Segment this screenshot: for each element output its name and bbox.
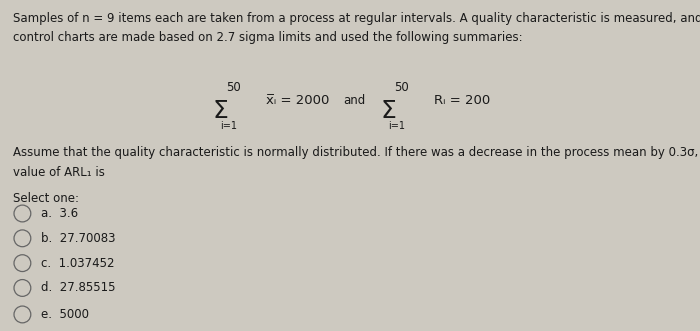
Text: Σ: Σ [381, 99, 396, 123]
Text: d.  27.85515: d. 27.85515 [41, 281, 115, 294]
Text: b.  27.70083: b. 27.70083 [41, 232, 115, 245]
Text: c.  1.037452: c. 1.037452 [41, 257, 114, 269]
Text: Σ: Σ [213, 99, 228, 123]
Text: 50: 50 [393, 81, 409, 94]
Text: Select one:: Select one: [13, 192, 78, 205]
Text: e.  5000: e. 5000 [41, 308, 89, 321]
Text: and: and [343, 94, 365, 107]
Text: value of ARL₁ is: value of ARL₁ is [13, 166, 104, 178]
Text: Assume that the quality characteristic is normally distributed. If there was a d: Assume that the quality characteristic i… [13, 146, 700, 159]
Text: control charts are made based on 2.7 sigma limits and used the following summari: control charts are made based on 2.7 sig… [13, 31, 522, 44]
Text: x̅ᵢ = 2000: x̅ᵢ = 2000 [266, 94, 330, 107]
Text: i=1: i=1 [389, 121, 405, 131]
Text: Rᵢ = 200: Rᵢ = 200 [434, 94, 490, 107]
Text: i=1: i=1 [220, 121, 237, 131]
Text: Samples of n = 9 items each are taken from a process at regular intervals. A qua: Samples of n = 9 items each are taken fr… [13, 12, 700, 24]
Text: a.  3.6: a. 3.6 [41, 207, 78, 220]
Text: 50: 50 [225, 81, 241, 94]
